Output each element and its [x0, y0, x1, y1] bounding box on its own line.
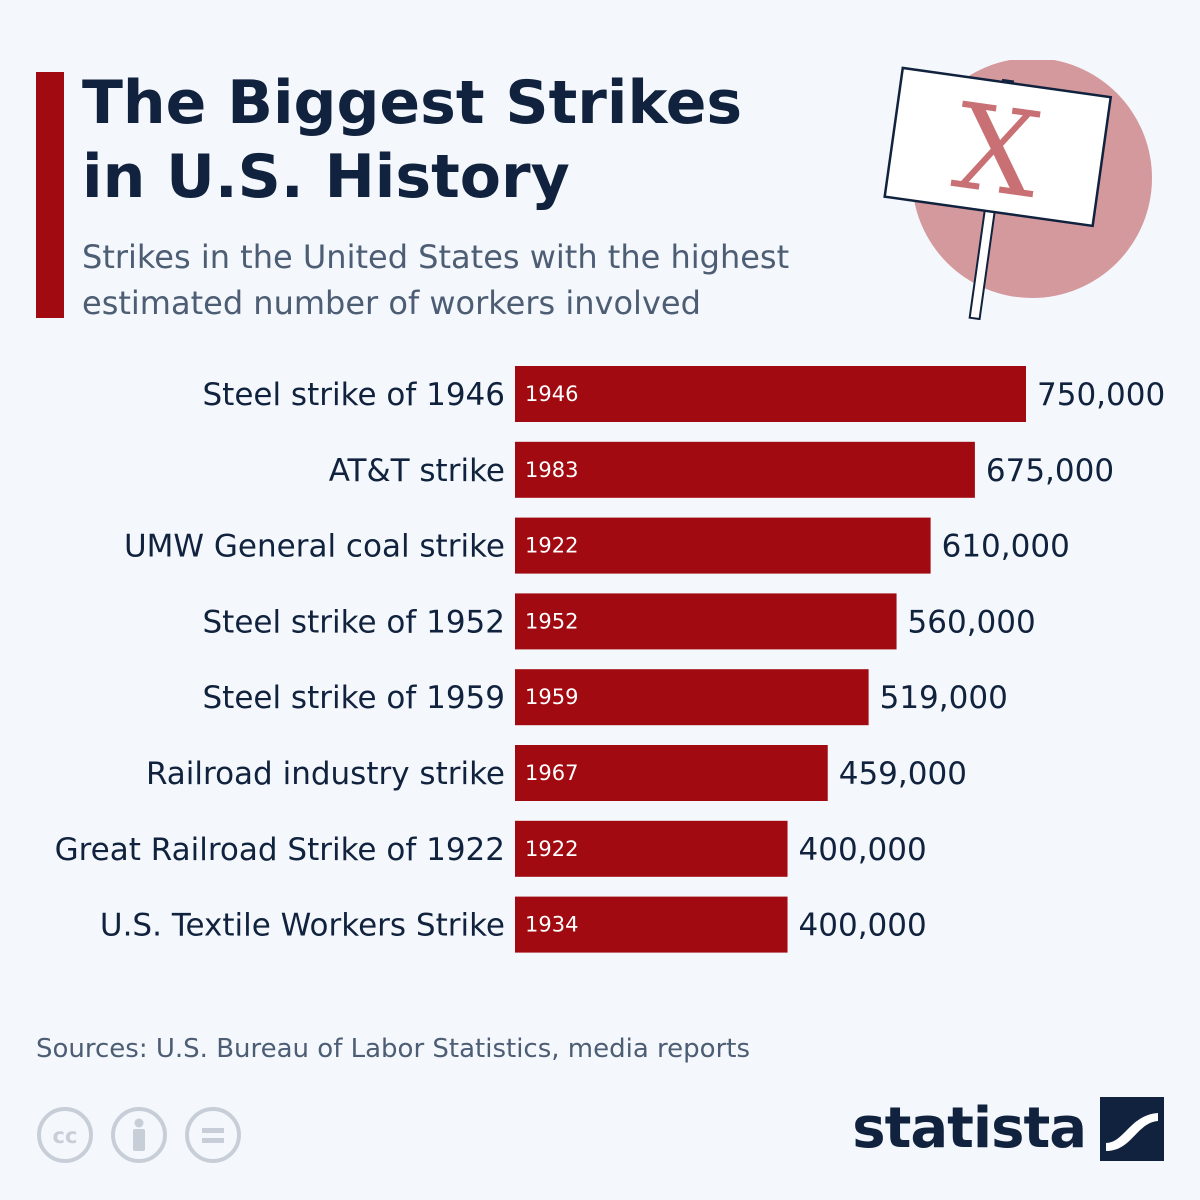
bar-year-label: 1922 [525, 534, 578, 558]
bar-value-label: 675,000 [986, 453, 1114, 489]
bar-year-label: 1967 [525, 761, 578, 785]
category-label: AT&T strike [329, 453, 505, 489]
bar [515, 517, 931, 574]
bar-value-label: 560,000 [908, 604, 1036, 640]
creative-commons-icon[interactable]: cc [36, 1106, 94, 1164]
bar-year-label: 1934 [525, 913, 578, 937]
bar-value-label: 400,000 [799, 832, 927, 868]
category-label: Steel strike of 1946 [202, 377, 505, 413]
bar [515, 441, 975, 498]
bar-value-label: 610,000 [942, 529, 1070, 565]
bar [515, 820, 788, 877]
category-label: UMW General coal strike [124, 529, 505, 565]
subtitle-line-1: Strikes in the United States with the hi… [82, 238, 790, 276]
bar-year-label: 1946 [525, 382, 578, 406]
title-accent-bar [36, 72, 64, 318]
statista-logo-icon [1100, 1096, 1164, 1161]
bar [515, 745, 828, 801]
category-label: Great Railroad Strike of 1922 [55, 832, 505, 868]
bar [515, 896, 788, 953]
bar [515, 593, 897, 650]
subtitle-line-2: estimated number of workers involved [82, 284, 701, 322]
attribution-icon[interactable] [110, 1106, 168, 1164]
bar-value-label: 400,000 [799, 908, 927, 944]
sign-letter: X [946, 77, 1048, 225]
brand-name: statista [852, 1096, 1087, 1161]
svg-text:cc: cc [53, 1124, 78, 1148]
category-label: Steel strike of 1952 [202, 604, 505, 640]
bar [515, 669, 869, 726]
no-derivatives-icon[interactable] [184, 1106, 242, 1164]
bar-value-label: 519,000 [880, 680, 1008, 716]
bar-year-label: 1952 [525, 609, 578, 633]
statista-brand[interactable]: statista [852, 1096, 1164, 1161]
category-label: Railroad industry strike [146, 756, 505, 792]
bar-chart: Steel strike of 1946 1946 750,000 AT&T stri… [55, 366, 1165, 953]
category-label: Steel strike of 1959 [202, 680, 505, 716]
source-note: Sources: U.S. Bureau of Labor Statistics… [36, 1034, 750, 1064]
chart-subtitle: Strikes in the United States with the hi… [82, 234, 902, 326]
bar-value-label: 459,000 [839, 756, 967, 792]
title-line-1: The Biggest Strikes [82, 68, 743, 138]
bar-year-label: 1922 [525, 837, 578, 861]
bar [515, 366, 1026, 422]
bar-year-label: 1983 [525, 458, 578, 482]
license-icons: cc [36, 1106, 242, 1164]
chart-title: The Biggest Strikes in U.S. History [82, 66, 862, 214]
category-label: U.S. Textile Workers Strike [100, 908, 505, 944]
bar-value-label: 750,000 [1037, 377, 1165, 413]
title-line-2: in U.S. History [82, 142, 570, 212]
protest-sign-icon: X [883, 60, 1152, 320]
bar-year-label: 1959 [525, 685, 578, 709]
sign-board [883, 66, 1113, 228]
